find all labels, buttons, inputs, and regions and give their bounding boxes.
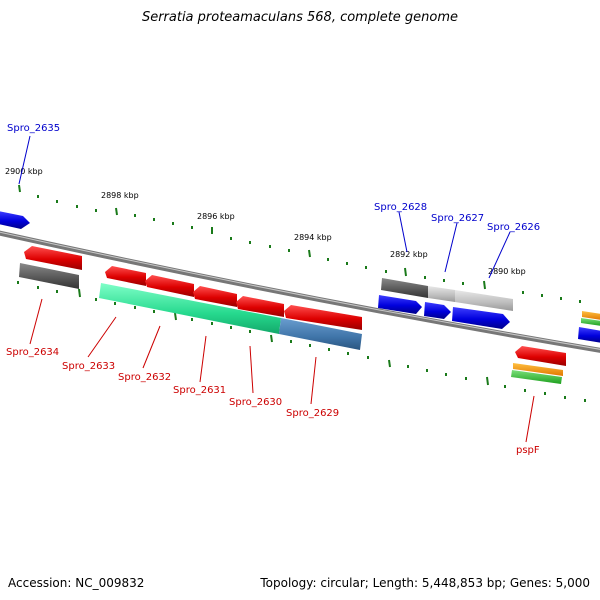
- inner-tick-ring: [17, 281, 586, 402]
- gene-spro-2626-arrow[interactable]: [452, 307, 510, 329]
- label-spro-2628[interactable]: Spro_2628: [374, 202, 427, 213]
- genome-summary-text: Topology: circular; Length: 5,448,853 bp…: [260, 576, 590, 590]
- gene-spro-2630-arrow[interactable]: [236, 296, 284, 317]
- gene-region-green-feature[interactable]: [99, 283, 281, 334]
- label-spro-2633[interactable]: Spro_2633: [62, 361, 115, 372]
- label-spro-2629[interactable]: Spro_2629: [286, 408, 339, 419]
- edge-feature-orange[interactable]: [582, 311, 600, 320]
- gene-spro-2627-arrow[interactable]: [424, 302, 451, 319]
- gene-pspf-feature-green[interactable]: [511, 370, 562, 384]
- genome-backbone: [0, 230, 600, 353]
- map-title: Serratia proteamaculans 568, complete ge…: [141, 10, 459, 25]
- kbp-label-2890: 2890 kbp: [488, 267, 526, 276]
- label-spro-2631[interactable]: Spro_2631: [173, 385, 226, 396]
- gene-spro-2629-arrow[interactable]: [284, 305, 362, 330]
- gene-spro-2628-feature[interactable]: [381, 278, 428, 298]
- kbp-label-2896: 2896 kbp: [197, 212, 235, 221]
- kbp-label-2892: 2892 kbp: [390, 250, 428, 259]
- label-spro-2626[interactable]: Spro_2626: [487, 222, 540, 233]
- outer-tick-ring: [18, 184, 581, 303]
- edge-feature-blue[interactable]: [578, 327, 600, 343]
- gene-spro-2634-feature[interactable]: [19, 263, 79, 289]
- gene-spro-2631-arrow[interactable]: [193, 286, 237, 307]
- gene-spro-2627-feature[interactable]: [428, 286, 455, 302]
- label-spro-2630[interactable]: Spro_2630: [229, 397, 282, 408]
- gene-spro-2634-arrow[interactable]: [24, 246, 82, 270]
- gene-spro-2633-arrow[interactable]: [105, 266, 146, 286]
- gene-pspf-feature-orange[interactable]: [513, 363, 563, 376]
- edge-feature-green[interactable]: [581, 318, 600, 326]
- top-label-connectors: [18, 135, 511, 279]
- label-spro-2627[interactable]: Spro_2627: [431, 213, 484, 224]
- accession-text: Accession: NC_009832: [8, 576, 145, 590]
- bottom-label-connectors: [29, 298, 535, 443]
- label-spro-2635[interactable]: Spro_2635: [7, 123, 60, 134]
- kbp-label-2898: 2898 kbp: [101, 191, 139, 200]
- kbp-label-2894: 2894 kbp: [294, 233, 332, 242]
- gene-spro-2635-arrow[interactable]: [0, 211, 30, 229]
- gene-spro-2632-arrow[interactable]: [145, 275, 194, 297]
- label-spro-2634[interactable]: Spro_2634: [6, 347, 59, 358]
- kbp-label-2900: 2900 kbp: [5, 167, 43, 176]
- gene-spro-2626-feature[interactable]: [455, 290, 513, 311]
- gene-spro-2629-feature[interactable]: [279, 318, 362, 350]
- gene-spro-2628-arrow[interactable]: [378, 295, 422, 314]
- gene-pspf-arrow[interactable]: [515, 346, 566, 366]
- label-pspf[interactable]: pspF: [516, 445, 540, 456]
- label-spro-2632[interactable]: Spro_2632: [118, 372, 171, 383]
